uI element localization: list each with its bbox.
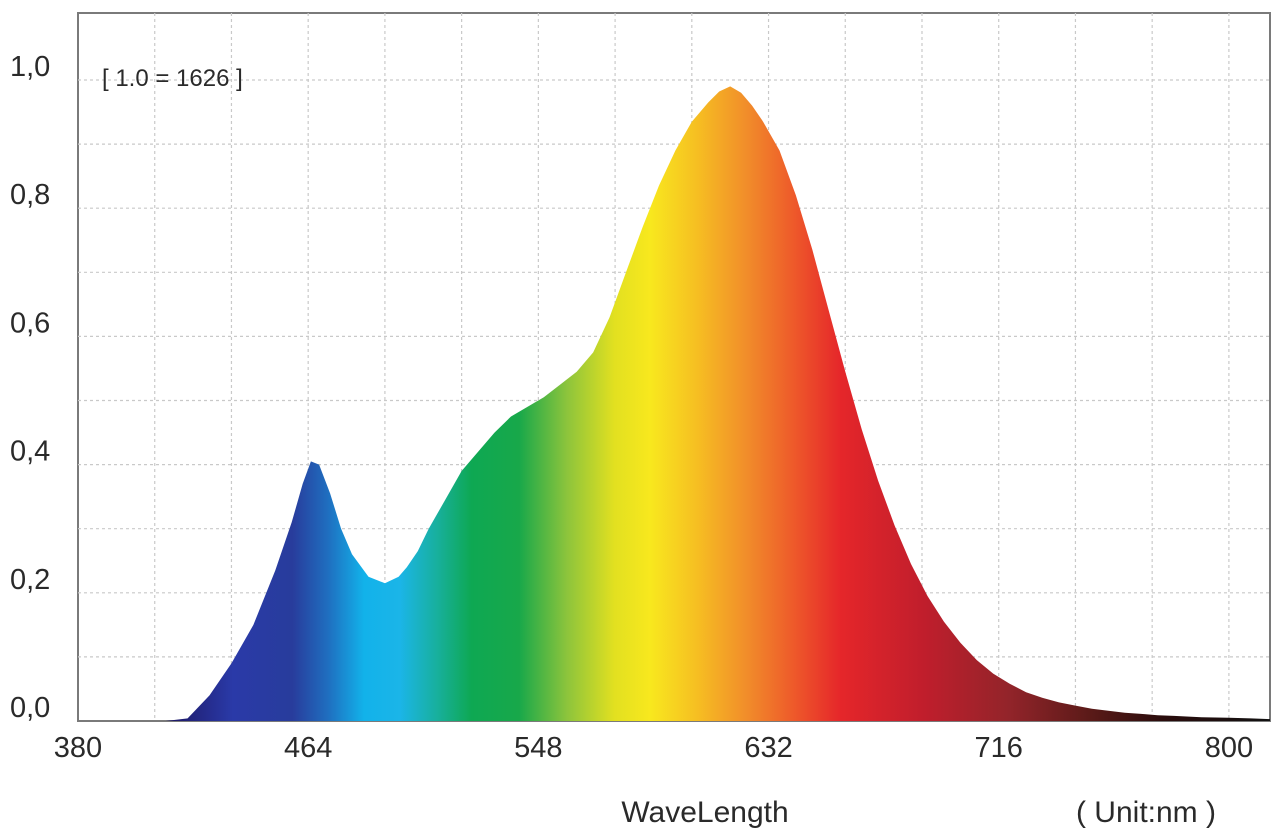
y-tick-label: 0,4: [10, 436, 50, 468]
x-tick-label: 464: [284, 732, 332, 764]
x-tick-label: 548: [514, 732, 562, 764]
y-tick-label: 0,0: [10, 692, 50, 724]
y-tick-label: 0,8: [10, 179, 50, 211]
x-axis-label: WaveLength: [621, 796, 788, 829]
unit-label: ( Unit:nm ): [1076, 796, 1216, 829]
x-tick-label: 632: [744, 732, 792, 764]
y-tick-label: 0,2: [10, 564, 50, 596]
scale-annotation: [ 1.0 = 1626 ]: [102, 65, 243, 92]
y-tick-label: 0,6: [10, 307, 50, 339]
spectrum-area: [78, 86, 1270, 721]
x-tick-label: 716: [975, 732, 1023, 764]
y-tick-label: 1,0: [10, 51, 50, 83]
x-tick-label: 800: [1205, 732, 1253, 764]
y-tick-labels: 0,0 0,2 0,4 0,6 0,8 1,0: [10, 51, 50, 724]
x-tick-label: 380: [54, 732, 102, 764]
x-tick-labels: 380 464 548 632 716 800: [54, 732, 1253, 764]
